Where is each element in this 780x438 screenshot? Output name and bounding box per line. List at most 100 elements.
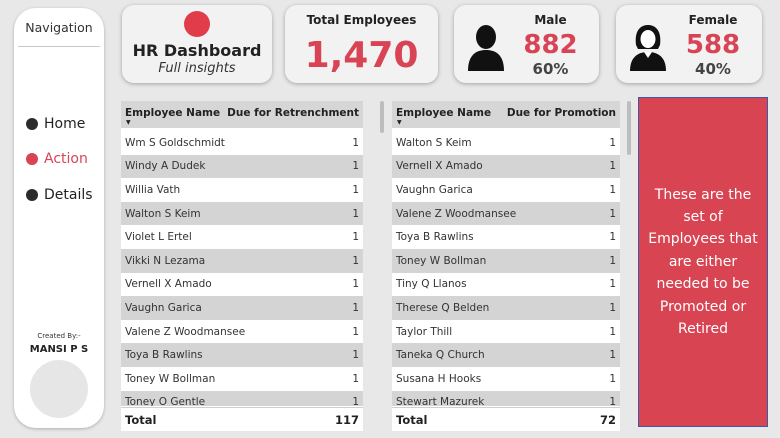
nav-item-label: Action [44, 151, 88, 167]
nav-item-home[interactable]: Home [26, 116, 85, 132]
employee-name-cell: Taylor Thill [396, 325, 453, 338]
value-cell: 1 [609, 372, 616, 385]
table-row: Toney W Bollman 1 [392, 248, 620, 273]
value-cell: 1 [609, 136, 616, 149]
retrenchment-scrollbar[interactable] [380, 101, 384, 133]
table-total-row: Total 117 [121, 407, 363, 431]
value-cell: 1 [352, 231, 359, 244]
value-cell: 1 [609, 207, 616, 220]
table-row: Therese Q Belden 1 [392, 296, 620, 320]
table-row: Violet L Ertel 1 [121, 225, 363, 249]
employee-name-cell: Windy A Dudek [125, 160, 206, 173]
employee-name-cell: Stewart Mazurek [396, 396, 485, 406]
table-row: Windy A Dudek 1 [121, 154, 363, 179]
total-employees-value: 1,470 [304, 35, 419, 76]
total-employees-title: Total Employees [306, 13, 417, 27]
employee-name-cell: Toney W Bollman [396, 254, 487, 267]
total-employees-card: Total Employees 1,470 [285, 5, 438, 83]
table-body[interactable]: Walton S Keim 1 Vernell X Amado 1 Vaughn G… [392, 131, 620, 406]
column-header-due-for-retrenchment[interactable]: Due for Retrenchment [227, 107, 359, 119]
table-row: Toney W Bollman 1 [121, 366, 363, 391]
table-total-row: Total 72 [392, 407, 620, 431]
column-header-due-for-promotion[interactable]: Due for Promotion [506, 107, 616, 119]
value-cell: 1 [352, 254, 359, 267]
value-cell: 1 [609, 325, 616, 338]
table-row: Taylor Thill 1 [392, 319, 620, 344]
retrenchment-table: Employee Name ▼ Due for Retrenchment Wm … [121, 101, 363, 431]
table-row: Vikki N Lezama 1 [121, 248, 363, 273]
value-cell: 1 [609, 278, 616, 291]
table-header: Employee Name ▼ Due for Promotion [392, 101, 620, 128]
author-name: MANSI P S [29, 344, 89, 355]
table-row: Vaughn Garica 1 [121, 296, 363, 320]
created-by-label: Created By:- [37, 332, 81, 340]
navigation-divider [18, 46, 100, 47]
dot-icon [26, 189, 38, 201]
nav-item-label: Details [44, 187, 93, 203]
column-header-employee-name[interactable]: Employee Name [396, 107, 492, 119]
female-card: Female 588 40% [616, 5, 762, 83]
table-row: Valene Z Woodmansee 1 [121, 319, 363, 344]
value-cell: 1 [352, 349, 359, 362]
total-value: 117 [334, 412, 359, 427]
info-box: These are the set of Employees that are … [638, 97, 768, 427]
dashboard-subtitle: Full insights [158, 61, 236, 76]
table-header: Employee Name ▼ Due for Retrenchment [121, 101, 363, 128]
value-cell: 1 [609, 231, 616, 244]
hr-dashboard-card: HR Dashboard Full insights [122, 5, 272, 83]
table-row: Toya B Rawlins 1 [392, 225, 620, 249]
value-cell: 1 [609, 301, 616, 314]
value-cell: 1 [609, 254, 616, 267]
employee-name-cell: Walton S Keim [396, 136, 472, 149]
nav-item-action[interactable]: Action [26, 151, 88, 167]
table-row: Susana H Hooks 1 [392, 366, 620, 391]
female-title: Female [688, 13, 738, 27]
male-person-icon [468, 25, 504, 71]
male-value: 882 [523, 30, 578, 60]
employee-name-cell: Vernell X Amado [396, 160, 483, 173]
table-row: Valene Z Woodmansee 1 [392, 201, 620, 226]
employee-name-cell: Toya B Rawlins [125, 349, 203, 362]
employee-name-cell: Wm S Goldschmidt [125, 136, 225, 149]
male-card: Male 882 60% [454, 5, 599, 83]
table-body[interactable]: Wm S Goldschmidt 1 Windy A Dudek 1 Willia … [121, 131, 363, 406]
table-row: Walton S Keim 1 [392, 131, 620, 155]
employee-name-cell: Vaughn Garica [396, 183, 473, 196]
employee-name-cell: Willia Vath [125, 183, 181, 196]
female-person-icon [630, 25, 666, 71]
employee-name-cell: Valene Z Woodmansee [396, 207, 517, 220]
employee-name-cell: Violet L Ertel [125, 231, 192, 244]
promotion-table: Employee Name ▼ Due for Promotion Walton… [392, 101, 620, 431]
employee-name-cell: Toney O Gentle [125, 396, 206, 406]
employee-name-cell: Toya B Rawlins [396, 231, 474, 244]
value-cell: 1 [609, 160, 616, 173]
navigation-title: Navigation [25, 20, 93, 35]
avatar [30, 360, 88, 418]
value-cell: 1 [352, 136, 359, 149]
table-row: Toya B Rawlins 1 [121, 343, 363, 367]
dashboard-title: HR Dashboard [132, 41, 262, 60]
employee-name-cell: Walton S Keim [125, 207, 201, 220]
employee-name-cell: Valene Z Woodmansee [125, 325, 246, 338]
table-row: Taneka Q Church 1 [392, 343, 620, 367]
table-row: Vaughn Garica 1 [392, 178, 620, 202]
column-header-employee-name[interactable]: Employee Name [125, 107, 221, 119]
value-cell: 1 [352, 207, 359, 220]
employee-name-cell: Tiny Q Llanos [396, 278, 467, 291]
navigation-panel: Navigation Home Action Details Created B… [14, 8, 104, 428]
table-row: Vernell X Amado 1 [392, 154, 620, 179]
nav-item-details[interactable]: Details [26, 187, 93, 203]
value-cell: 1 [609, 183, 616, 196]
employee-name-cell: Therese Q Belden [396, 301, 490, 314]
total-value: 72 [599, 412, 616, 427]
male-percent: 60% [532, 60, 569, 78]
total-label: Total [396, 412, 428, 427]
total-label: Total [125, 412, 157, 427]
employee-name-cell: Susana H Hooks [396, 372, 482, 385]
promotion-scrollbar[interactable] [627, 101, 631, 155]
value-cell: 1 [352, 325, 359, 338]
value-cell: 1 [352, 160, 359, 173]
employee-name-cell: Toney W Bollman [125, 372, 216, 385]
nav-item-label: Home [44, 116, 86, 132]
table-row: Walton S Keim 1 [121, 201, 363, 226]
